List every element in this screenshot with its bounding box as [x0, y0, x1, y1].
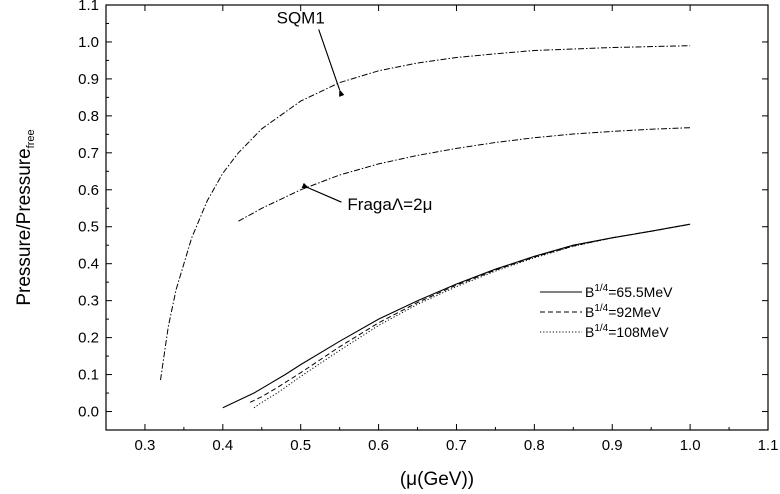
y-axis-label-main: Pressure/Pressure — [14, 148, 35, 305]
y-tick-label: 0.3 — [78, 293, 99, 310]
y-axis-label-subscript: free — [25, 129, 37, 148]
x-tick-label: 0.5 — [290, 437, 311, 454]
legend-label: B1/4=108MeV — [585, 323, 669, 340]
plot-content — [160, 45, 691, 409]
x-tick-label: 0.8 — [524, 437, 545, 454]
axes: 0.3 0.4 0.5 0.6 0.7 0.8 0.9 1.0 1.1 0.0 0.1 0.2 0.3 0… — [78, 0, 778, 454]
y-tick-label: 0.2 — [78, 330, 99, 347]
x-tick-label: 0.3 — [135, 437, 156, 454]
y-tick-label: 1.0 — [78, 34, 99, 51]
y-tick-label: 0.1 — [78, 367, 99, 384]
series-line-3 — [253, 223, 691, 409]
series-line-2 — [249, 223, 691, 403]
y-tick-label: 0.9 — [78, 71, 99, 88]
x-axis-label: (μ(GeV)) — [400, 469, 474, 490]
x-tick-label: 1.0 — [680, 437, 701, 454]
legend: B1/4=65.5MeV B1/4=92MeV B1/4=108MeV — [540, 283, 673, 340]
y-tick-label: 0.7 — [78, 145, 99, 162]
y-tick-label: 0.6 — [78, 182, 99, 199]
x-tick-label: 0.6 — [368, 437, 389, 454]
y-axis-label: Pressure/Pressurefree — [14, 129, 37, 305]
annotation-arrow-head — [318, 29, 345, 97]
series-line-4 — [160, 45, 691, 381]
y-tick-label: 0.4 — [78, 256, 99, 273]
annotation-label: FragaΛ=2μ — [347, 195, 432, 214]
x-tick-label: 0.9 — [602, 437, 623, 454]
annotation-label: SQM1 — [277, 8, 325, 27]
x-tick-label: 0.4 — [212, 437, 233, 454]
legend-label: B1/4=92MeV — [585, 303, 661, 320]
plot-frame — [105, 4, 769, 431]
y-tick-label: 1.1 — [78, 0, 99, 14]
annotations: SQM1 FragaΛ=2μ — [277, 8, 433, 214]
x-tick-label: 1.1 — [758, 437, 779, 454]
y-tick-label: 0.5 — [78, 219, 99, 236]
y-tick-label: 0.0 — [78, 404, 99, 421]
x-tick-label: 0.7 — [446, 437, 467, 454]
annotation-arrow-head — [301, 182, 342, 203]
legend-label: B1/4=65.5MeV — [585, 283, 673, 300]
series-line-5 — [238, 127, 691, 222]
series-line-1 — [222, 223, 691, 409]
y-tick-label: 0.8 — [78, 108, 99, 125]
